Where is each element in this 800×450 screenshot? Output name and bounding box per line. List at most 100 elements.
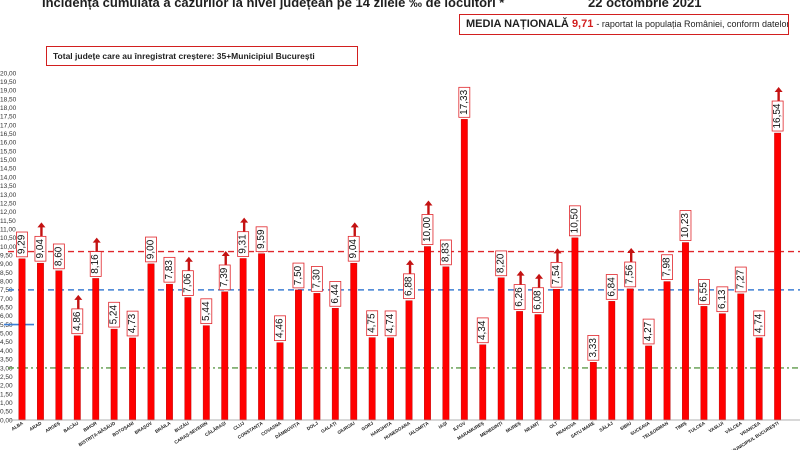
y-tick-label: 10,00 [0, 244, 17, 251]
y-tick-label: 7,50 [0, 287, 13, 294]
y-tick-label: 3,00 [0, 365, 13, 372]
data-label-box [163, 256, 176, 283]
bar [295, 289, 302, 421]
bar [700, 306, 708, 421]
category-label: OLT [548, 421, 558, 430]
y-tick-label: 19,50 [0, 79, 17, 86]
increase-arrow-head [774, 87, 783, 93]
data-label: 6,84 [606, 277, 617, 297]
data-label-box [366, 310, 379, 336]
y-tick-label: 1,50 [0, 391, 13, 398]
data-label-box [605, 274, 618, 300]
bar [184, 297, 192, 421]
data-label-box [513, 284, 526, 310]
chart-title: Incidența cumulată a cazurilor la nivel … [42, 0, 505, 10]
bar [18, 258, 26, 421]
data-label-box [126, 310, 139, 337]
data-label: 4,74 [754, 313, 765, 333]
data-label-box [698, 279, 710, 305]
bar [331, 308, 339, 421]
data-label: 8,83 [440, 242, 451, 262]
increase-arrow-head [184, 256, 193, 262]
bar [571, 237, 579, 421]
data-label: 4,27 [643, 321, 654, 341]
y-tick-label: 1,00 [0, 400, 13, 407]
data-label: 9,04 [348, 239, 359, 259]
y-tick-label: 14,00 [0, 174, 17, 181]
increase-arrow-head [240, 217, 249, 223]
y-tick-label: 4,00 [0, 348, 13, 355]
y-tick-label: 11,50 [0, 218, 16, 225]
data-label-box [329, 281, 342, 307]
y-tick-label: 13,50 [0, 183, 17, 190]
y-tick-label: 8,50 [0, 270, 13, 277]
reference-lines [8, 250, 800, 369]
bar [129, 337, 136, 421]
data-label: 7,27 [735, 269, 746, 289]
data-label: 6,26 [514, 287, 525, 307]
x-axis: ALBA ARAD ARGEȘ BACĂU BIHORBISTRIȚA-NĂSĂUDBO… [8, 419, 800, 450]
bar [645, 345, 653, 421]
data-label-box [458, 86, 471, 118]
increase-arrow-head [74, 294, 83, 300]
y-tick-label: 0,50 [0, 409, 13, 416]
bar [313, 293, 321, 421]
data-label-box [384, 310, 397, 337]
data-label: 7,98 [662, 257, 673, 277]
bar [737, 293, 745, 421]
category-label: GORJ [360, 420, 374, 431]
y-tick-label: 16,00 [0, 140, 17, 147]
y-tick-label: 6,50 [0, 305, 13, 312]
data-label: 10,50 [569, 208, 580, 233]
y-tick-label: 11,00 [0, 226, 16, 233]
bar [460, 119, 468, 421]
data-label: 9,04 [35, 239, 46, 259]
data-label-box [734, 266, 747, 293]
category-label: IALOMIȚA [408, 420, 430, 436]
y-tick-label: 9,00 [0, 261, 13, 268]
category-label: BACĂU [62, 419, 80, 433]
data-label: 3,33 [588, 338, 599, 358]
y-tick-label: 13,00 [0, 192, 17, 199]
bar [682, 242, 689, 421]
y-tick-label: 19,00 [0, 88, 17, 95]
data-labels: 9,29 9,04 8,60 4,86 8,16 5,24 4,73 9,00 7,83 7,06… [16, 86, 784, 361]
category-label: GALAȚI [320, 421, 337, 434]
data-label: 4,34 [477, 320, 488, 340]
bar [55, 270, 63, 421]
bar [608, 301, 616, 421]
data-label: 6,55 [698, 282, 709, 302]
data-label-box [237, 231, 250, 257]
bar [166, 283, 173, 421]
data-label: 4,86 [72, 311, 83, 331]
bar [73, 335, 81, 421]
data-label-box [292, 262, 305, 289]
category-label: DOLJ [306, 420, 319, 431]
category-label: ALBA [11, 420, 25, 431]
data-label-box [218, 264, 231, 291]
data-label-box [181, 270, 194, 296]
bar [37, 262, 44, 421]
data-label: 4,46 [275, 318, 286, 338]
data-label-box [145, 236, 157, 263]
data-label: 4,73 [127, 313, 138, 333]
data-label: 7,30 [311, 269, 322, 289]
national-average-value: 9,71 [571, 18, 594, 30]
y-tick-label: 14,50 [0, 166, 17, 173]
y-tick-label: 16,50 [0, 131, 17, 138]
bar [479, 344, 487, 421]
category-label: MUREȘ [505, 421, 522, 435]
data-label-box [476, 317, 489, 344]
y-tick-label: 3,50 [0, 357, 13, 364]
data-label-box [255, 226, 268, 253]
increase-arrow-head [535, 273, 544, 279]
increase-arrow-head [92, 237, 101, 243]
y-tick-label: 0,00 [0, 417, 13, 424]
data-label: 7,56 [625, 264, 636, 284]
category-label: GIURGIU [336, 420, 356, 435]
data-label-box [587, 335, 600, 361]
data-label: 5,24 [109, 305, 120, 325]
national-average-note: - raportat la populația României, confor… [596, 19, 789, 29]
bar [387, 337, 394, 421]
category-label: BRAȘOV [134, 420, 155, 436]
